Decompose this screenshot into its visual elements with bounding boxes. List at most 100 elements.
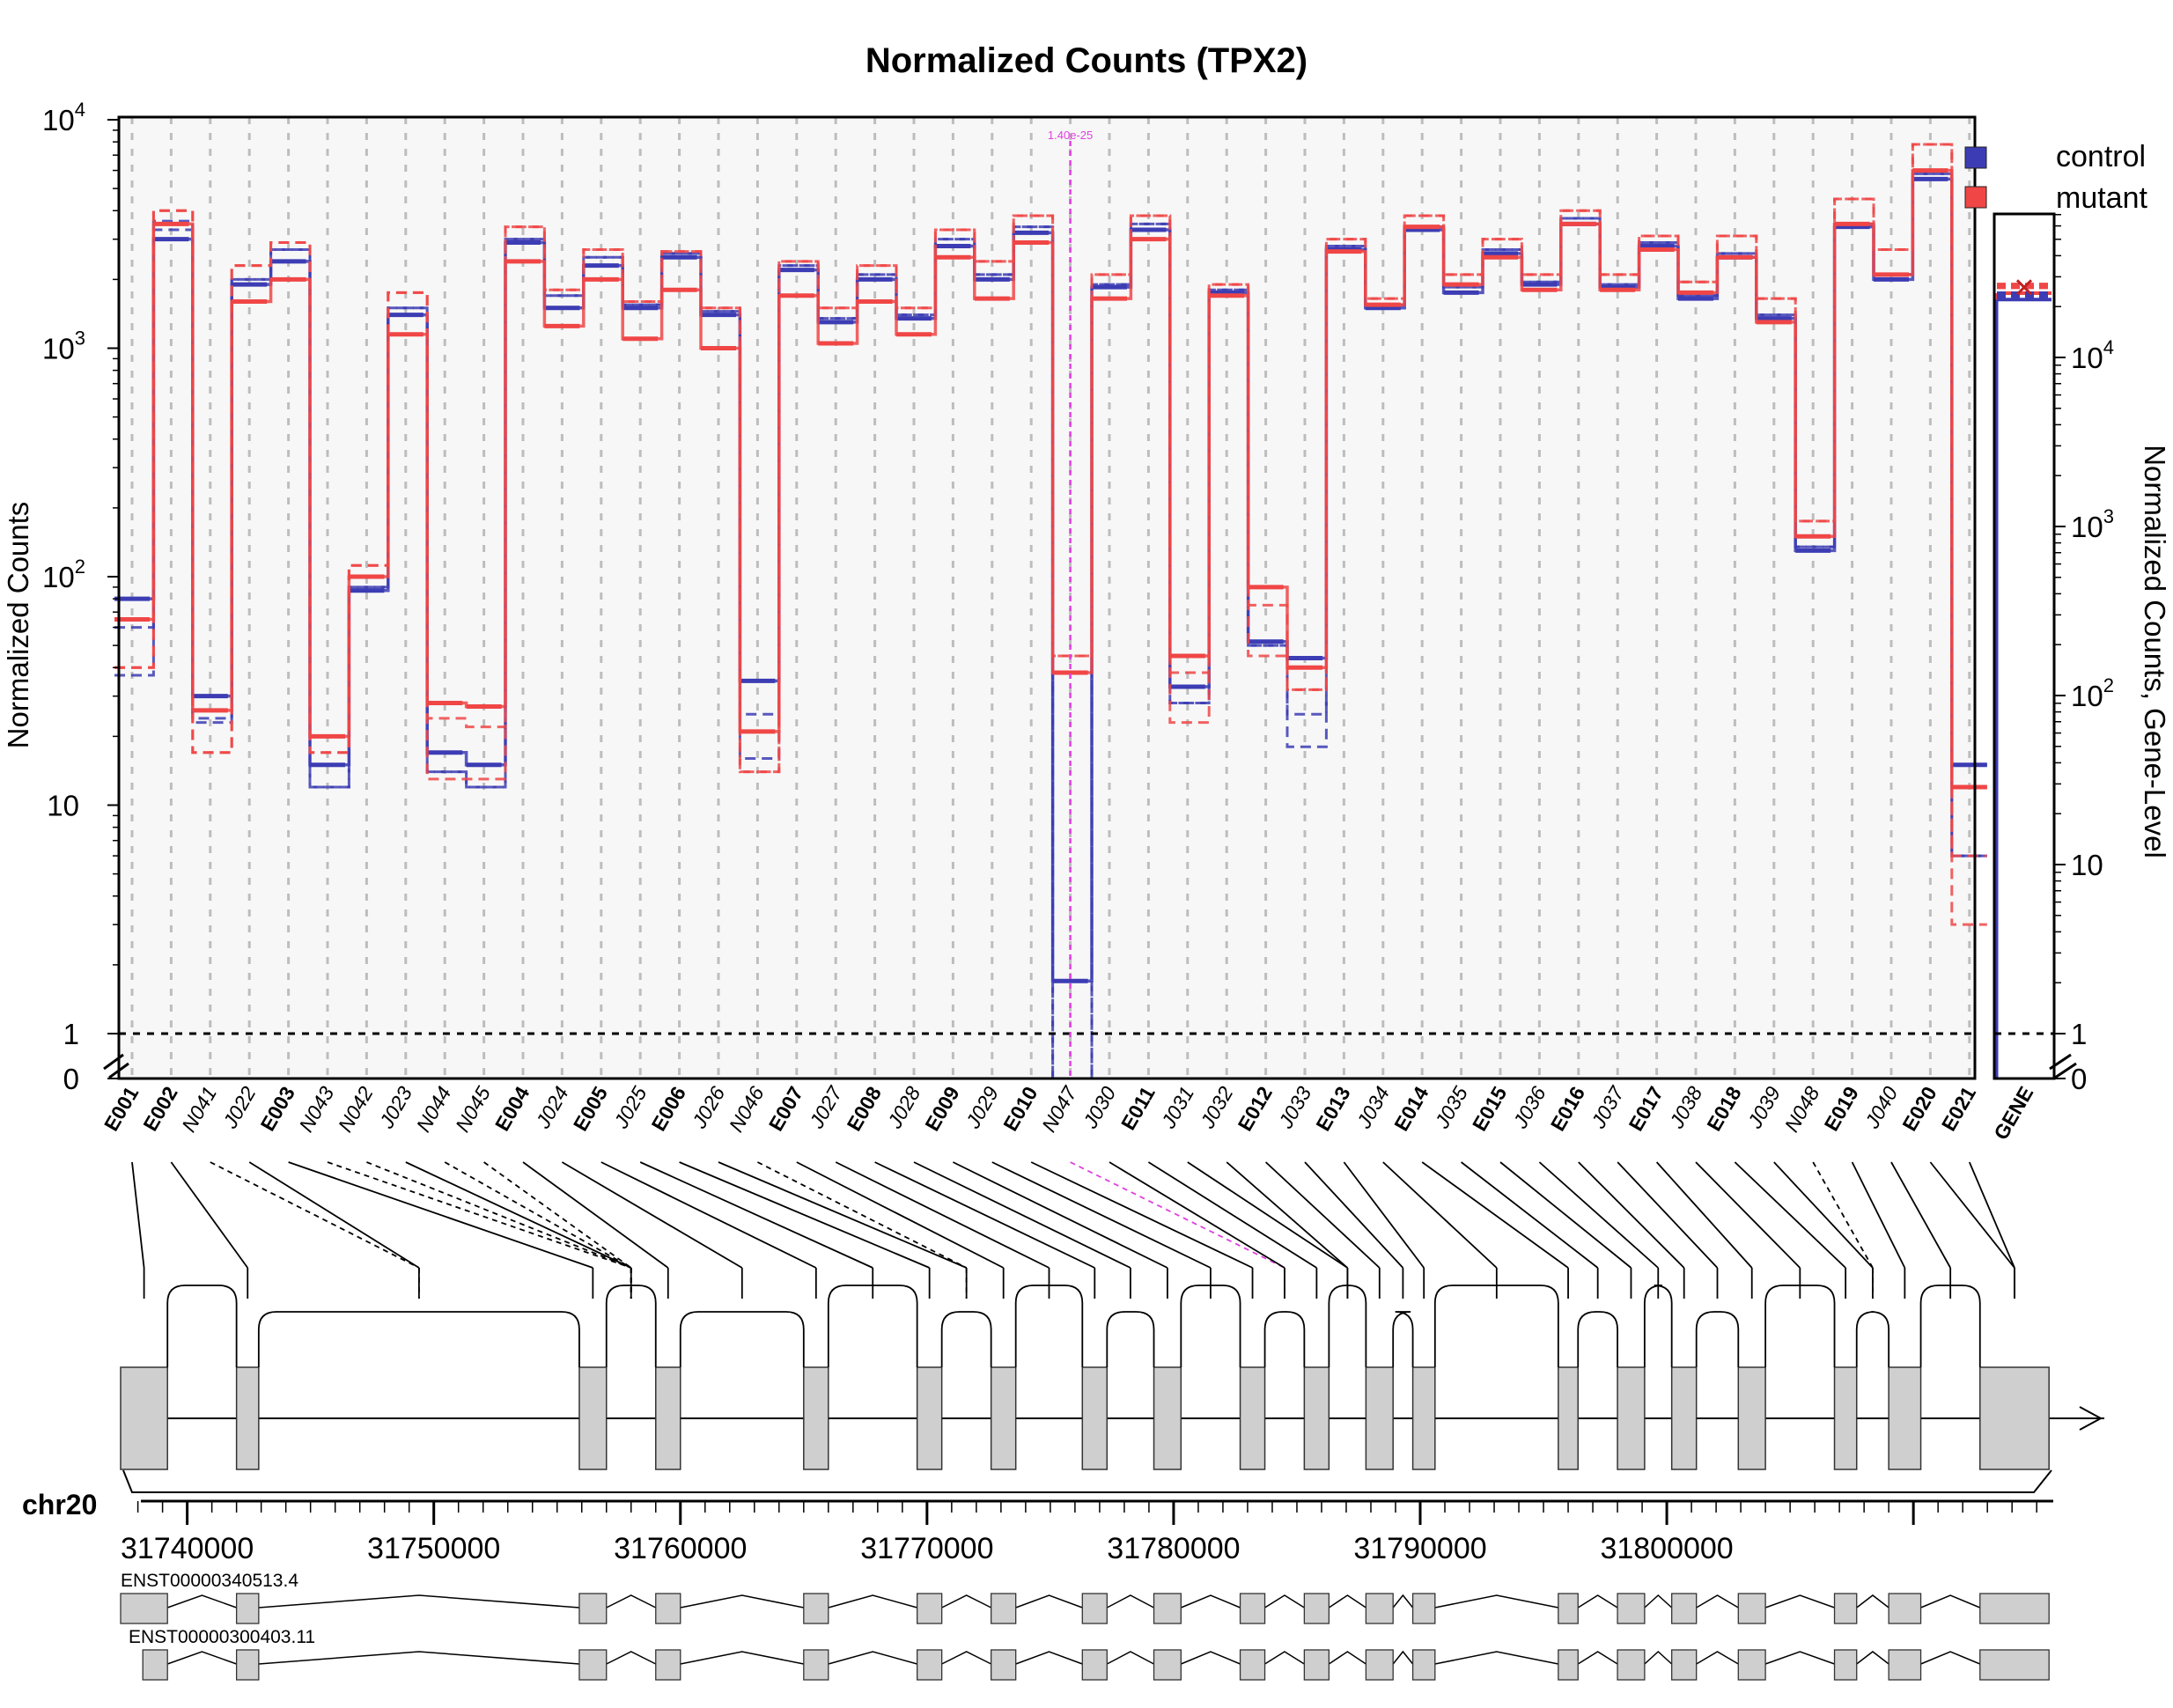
feature-label-J025: J025 [609,1082,652,1132]
gene-model-exon [1888,1366,1922,1470]
transcript-exon [1153,1649,1182,1681]
main-y-axis: 0 1 10 102 103 104 [42,99,129,1095]
y-axis-label: Normalized Counts [2,502,34,749]
connector-J035 [1461,1161,1599,1269]
feature-label-J022: J022 [218,1082,261,1132]
feature-label-J039: J039 [1742,1082,1785,1132]
transcript-name: ENST00000300403.11 [129,1627,315,1647]
gene-model-exon [1558,1366,1580,1470]
gene-model-exon [990,1366,1017,1470]
transcript-intron [1392,1650,1414,1665]
feature-label-E003: E003 [256,1083,299,1136]
transcript-exon [1411,1649,1436,1681]
transcript-exon [916,1649,943,1681]
feature-label-E006: E006 [647,1083,690,1136]
connector-J037 [1617,1161,1719,1269]
feature-label-N042: N042 [334,1082,378,1136]
gene-y-axis: 0 1 10 102 103 104 [2049,213,2114,1095]
splice-junction-arc [1180,1285,1241,1367]
genome-tick-label: 31780000 [1107,1532,1240,1565]
genome-tick-label: 31750000 [367,1532,500,1565]
gene-level-panel [1994,279,2054,1079]
transcript-exon [1081,1593,1108,1624]
transcript-intron [1392,1594,1414,1609]
feature-label-J034: J034 [1352,1083,1394,1133]
connector-E004 [522,1161,669,1269]
connector-J038 [1695,1161,1801,1269]
feature-label-J040: J040 [1860,1082,1902,1132]
connector-E010 [1030,1161,1253,1269]
connector-N045 [483,1161,632,1269]
transcript-exon [1888,1593,1922,1624]
connector-N046 [756,1161,968,1269]
gene-model-exon [1617,1366,1646,1470]
gene-y-tick-label: 103 [2071,505,2114,543]
feature-label-J031: J031 [1156,1083,1198,1133]
gene-y-axis-label: Normalized Counts, Gene-Level [2139,445,2171,858]
connector-N042 [366,1161,632,1269]
splice-junction-arc [257,1311,580,1367]
main-panel-series [114,143,1987,1080]
connector-N041 [210,1161,420,1269]
splice-junction-arc [166,1285,238,1367]
transcript-name: ENST00000340513.4 [121,1571,298,1591]
feature-label-N046: N046 [725,1082,769,1136]
gene-model-exon [1081,1366,1109,1470]
legend-label-control: control [2056,140,2146,173]
feature-label-E014: E014 [1389,1082,1433,1135]
splice-junction-arc [679,1311,805,1367]
feature-label-N048: N048 [1780,1082,1824,1136]
transcript-intron [166,1651,237,1665]
connector-E001 [131,1161,145,1269]
series-line-mutant [114,143,1987,926]
feature-label-J032: J032 [1196,1082,1238,1132]
splice-junction-arc [827,1285,918,1367]
gene-model-exon [1670,1366,1698,1470]
feature-label-E017: E017 [1624,1083,1668,1136]
y-tick-label: 102 [42,556,85,593]
gene-model-exon [1833,1366,1858,1470]
feature-label-J027: J027 [805,1081,848,1132]
transcript-exon [1671,1593,1698,1624]
connector-N044 [444,1161,632,1269]
transcript-intron [1181,1651,1241,1665]
gene-model-exon [1411,1366,1436,1470]
gene-model-exon [803,1366,829,1470]
transcript-exon [1153,1593,1182,1624]
connector-E018 [1734,1161,1846,1269]
gene-y-tick-label: 104 [2071,336,2114,374]
transcript-intron [258,1594,580,1609]
connector-J036 [1538,1161,1659,1269]
splice-junction-arc [940,1311,992,1367]
feature-label-E005: E005 [569,1082,612,1135]
transcript-intron [1764,1594,1835,1609]
transcript-intron [1696,1651,1739,1665]
feature-label-E004: E004 [490,1082,534,1135]
transcript-tracks: ENST00000340513.4 ENST00000300403.11 [120,1571,2050,1681]
transcript-exon [1833,1593,1858,1624]
connector-E019 [1851,1161,1906,1269]
genome-tick-label: 31770000 [860,1532,993,1565]
feature-connector-lines [131,1161,2015,1299]
connector-J024 [561,1161,743,1269]
transcript-intron [1856,1594,1889,1609]
transcript-exon [1617,1649,1646,1681]
connector-E015 [1499,1161,1632,1269]
connector-E016 [1578,1161,1685,1269]
splice-junction-arc [1392,1311,1414,1367]
feature-label-E018: E018 [1702,1082,1745,1135]
transcript-intron [828,1594,917,1609]
connector-J023 [405,1161,632,1269]
connector-J029 [991,1161,1212,1269]
y-tick-label: 103 [42,328,85,365]
connector-J028 [913,1161,1131,1269]
connector-E012 [1264,1161,1381,1269]
transcript-exon [1365,1649,1394,1681]
transcript-intron [680,1651,804,1665]
transcript-exon [803,1649,829,1681]
connector-E005 [600,1161,817,1269]
feature-label-N043: N043 [294,1082,338,1136]
feature-labels: E001E002N041J022E003N043N042J023N044N045… [99,1081,2037,1144]
legend: control mutant [1964,140,2147,215]
transcript-exon [1833,1649,1858,1681]
